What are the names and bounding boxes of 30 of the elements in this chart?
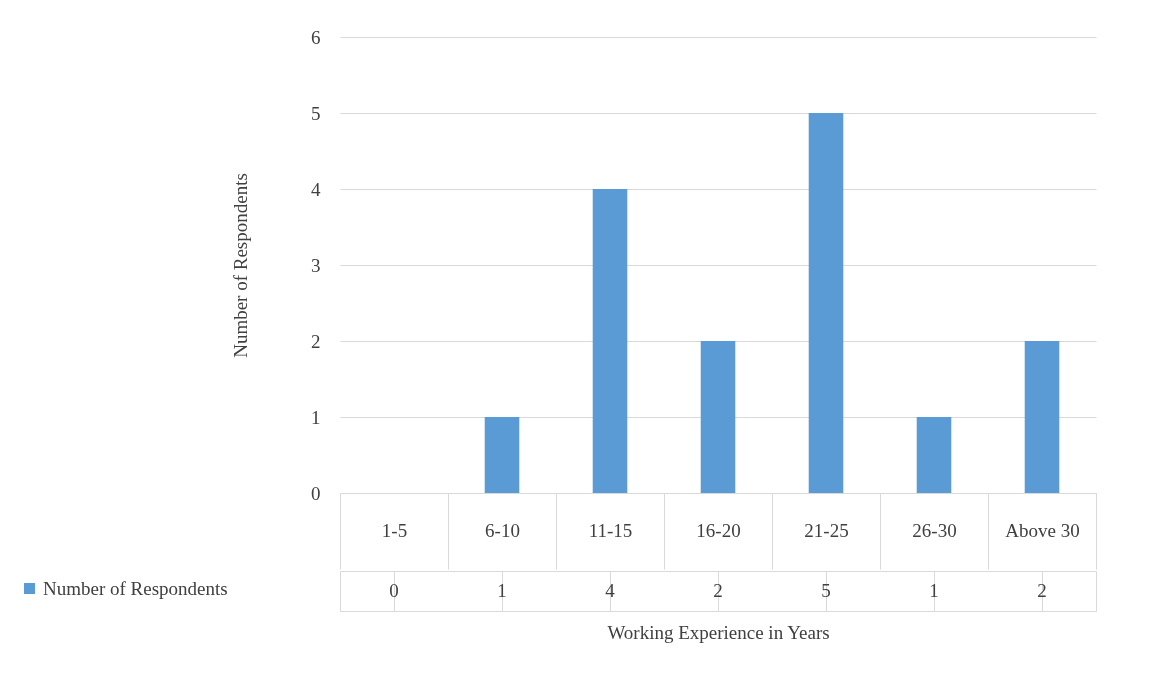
legend-label: Number of Respondents	[43, 577, 228, 599]
x-tick-label: 11-15	[588, 519, 633, 541]
x-tick-label: 1-5	[381, 519, 408, 541]
y-tick-label: 4	[311, 178, 321, 200]
x-tick-label: 21-25	[804, 519, 849, 541]
x-tick-label: Above 30	[1005, 519, 1080, 541]
x-tick-label: 16-20	[696, 519, 741, 541]
y-tick-label: 0	[311, 482, 321, 504]
x-tick-label: 6-10	[485, 519, 520, 541]
bar	[592, 189, 628, 493]
data-label: 1	[497, 580, 507, 601]
y-tick-label: 5	[311, 102, 321, 124]
y-tick-label: 6	[311, 26, 321, 48]
bar	[700, 341, 736, 493]
x-tick-label: 26-30	[912, 519, 957, 541]
data-label: 1	[929, 580, 939, 601]
x-axis-title: Working Experience in Years	[607, 621, 830, 643]
data-label: 4	[605, 580, 616, 601]
bar	[916, 417, 952, 493]
bar	[1024, 341, 1060, 493]
y-tick-label: 1	[311, 406, 321, 428]
data-label: 2	[1037, 580, 1047, 601]
bar	[808, 113, 844, 493]
data-label: 2	[713, 580, 723, 601]
bar	[484, 417, 520, 493]
y-tick-label: 3	[311, 254, 321, 276]
y-tick-label: 2	[311, 330, 321, 352]
data-label: 0	[389, 580, 399, 601]
data-label: 5	[821, 580, 831, 601]
y-axis-title: Number of Respondents	[230, 173, 251, 358]
